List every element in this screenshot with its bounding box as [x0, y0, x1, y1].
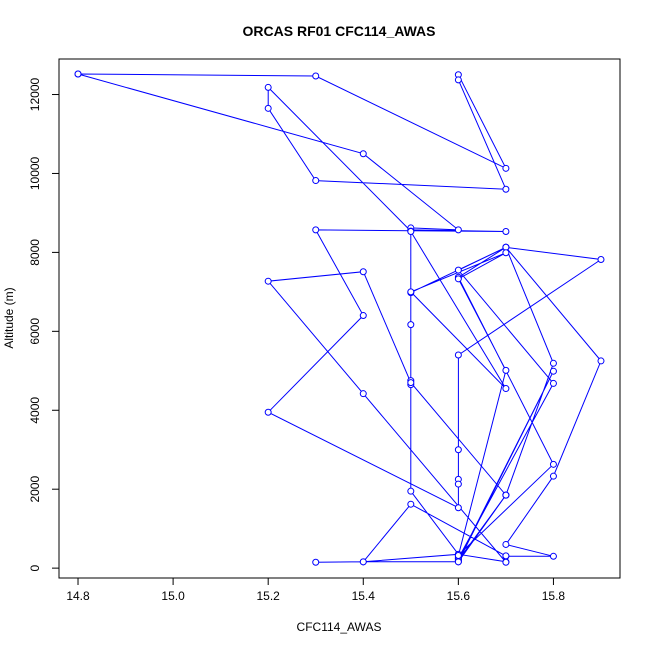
data-point: [454, 275, 462, 283]
data-point: [264, 104, 272, 112]
data-point: [549, 460, 557, 468]
data-point: [264, 277, 272, 285]
y-tick-label: 12000: [28, 78, 42, 112]
y-axis-title: Altitude (m): [2, 287, 16, 348]
data-series: [74, 70, 605, 566]
data-point: [359, 558, 367, 566]
data-point: [549, 552, 557, 560]
data-point: [502, 552, 510, 560]
data-point: [502, 558, 510, 566]
data-point: [312, 558, 320, 566]
data-point: [264, 83, 272, 91]
data-point: [312, 226, 320, 234]
data-point: [502, 491, 510, 499]
x-tick-label: 15.8: [542, 589, 566, 603]
data-point: [359, 150, 367, 158]
series-line: [77, 73, 603, 564]
data-point: [312, 177, 320, 185]
y-tick-label: 4000: [28, 397, 42, 424]
data-point: [74, 70, 82, 78]
x-axis-title: CFC114_AWAS: [297, 620, 382, 634]
x-tick-label: 15.0: [161, 589, 185, 603]
x-tick-label: 14.8: [66, 589, 90, 603]
data-point: [359, 390, 367, 398]
x-tick-label: 15.2: [257, 589, 281, 603]
data-point: [502, 249, 510, 257]
data-point: [407, 487, 415, 495]
data-point: [359, 268, 367, 276]
data-point: [549, 379, 557, 387]
y-tick-label: 0: [28, 564, 42, 571]
data-point: [454, 266, 462, 274]
y-tick-label: 2000: [28, 476, 42, 503]
data-point: [454, 504, 462, 512]
data-point: [359, 312, 367, 320]
data-point: [454, 226, 462, 234]
data-point: [312, 72, 320, 80]
data-point: [264, 408, 272, 416]
data-point: [549, 359, 557, 367]
data-point: [502, 164, 510, 172]
data-point: [454, 558, 462, 566]
data-point: [597, 357, 605, 365]
data-point: [454, 480, 462, 488]
plot-frame: [58, 58, 621, 579]
x-tick-label: 15.6: [447, 589, 471, 603]
data-point: [502, 366, 510, 374]
data-point: [407, 288, 415, 296]
data-point: [502, 185, 510, 193]
chart-title: ORCAS RF01 CFC114_AWAS: [243, 23, 436, 39]
data-point: [549, 367, 557, 375]
y-tick-label: 10000: [28, 156, 42, 190]
x-axis: 14.8 15.0 15.2 15.4 15.6 15.8: [66, 577, 566, 603]
y-tick-label: 8000: [28, 239, 42, 266]
x-tick-label: 15.4: [352, 589, 376, 603]
data-point: [549, 472, 557, 480]
y-axis: 0 2000 4000 6000 8000 10000 12000: [28, 78, 60, 571]
data-point: [454, 76, 462, 84]
data-point: [407, 379, 415, 387]
data-point: [502, 227, 510, 235]
data-point: [597, 255, 605, 263]
data-point: [407, 500, 415, 508]
data-point: [502, 540, 510, 548]
data-point: [454, 351, 462, 359]
data-point: [502, 385, 510, 393]
y-tick-label: 6000: [28, 318, 42, 345]
data-point: [407, 321, 415, 329]
data-point: [454, 446, 462, 454]
data-point: [407, 227, 415, 235]
data-point: [454, 552, 462, 560]
